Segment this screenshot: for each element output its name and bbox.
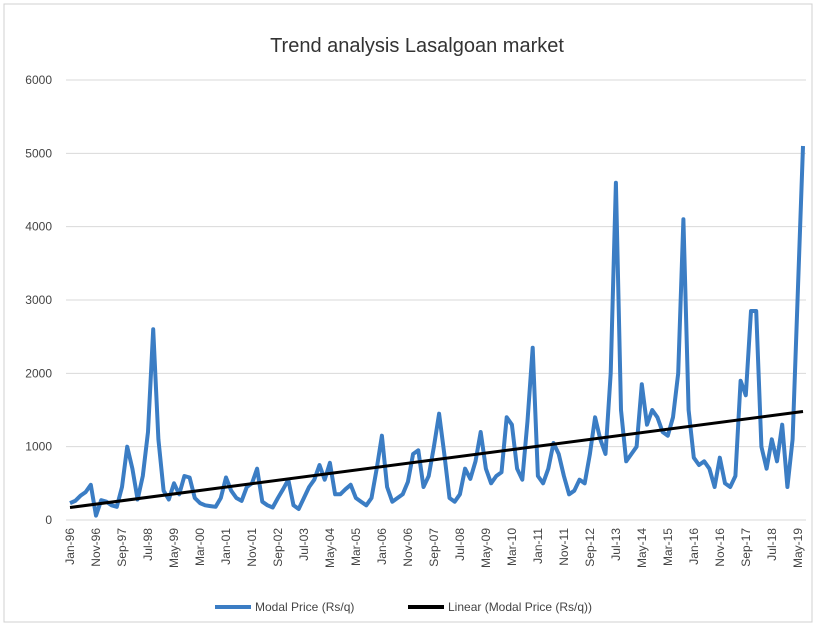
x-tick-label: May-99	[167, 528, 181, 568]
x-tick-label: May-09	[479, 528, 493, 568]
x-tick-label: Jul-18	[765, 528, 779, 561]
x-tick-label: Jan-96	[63, 528, 77, 565]
x-tick-label: Sep-12	[583, 528, 597, 567]
x-tick-label: May-14	[635, 528, 649, 568]
y-tick-label: 6000	[25, 73, 52, 87]
x-tick-label: Jan-16	[687, 528, 701, 565]
x-tick-label: Jan-11	[531, 528, 545, 564]
x-tick-label: Jul-08	[453, 528, 467, 561]
x-tick-label: Nov-11	[557, 528, 571, 566]
x-tick-label: Sep-07	[427, 528, 441, 567]
y-tick-label: 4000	[25, 220, 52, 234]
x-tick-label: Nov-06	[401, 528, 415, 567]
x-tick-label: Nov-01	[245, 528, 259, 567]
chart-frame	[3, 3, 813, 623]
legend-label: Linear (Modal Price (Rs/q))	[448, 600, 592, 614]
y-tick-label: 0	[45, 513, 52, 527]
chart-title: Trend analysis Lasalgoan market	[270, 35, 564, 57]
x-tick-label: Jul-03	[297, 528, 311, 561]
x-tick-label: Mar-05	[349, 528, 363, 566]
y-tick-label: 1000	[25, 440, 52, 454]
x-tick-label: Jan-06	[375, 528, 389, 565]
y-tick-label: 2000	[25, 366, 52, 380]
x-tick-label: Sep-02	[271, 528, 285, 567]
legend-label: Modal Price (Rs/q)	[255, 600, 354, 614]
x-tick-label: Sep-97	[115, 528, 129, 567]
y-tick-label: 3000	[25, 293, 52, 307]
x-tick-label: Sep-17	[739, 528, 753, 567]
x-tick-label: Nov-16	[713, 528, 727, 567]
x-tick-label: Jul-98	[141, 528, 155, 561]
trend-line	[69, 409, 804, 510]
x-tick-label: Mar-00	[193, 528, 207, 566]
data-line	[69, 145, 805, 518]
x-tick-label: May-19	[791, 528, 805, 568]
x-tick-label: Mar-10	[505, 528, 519, 566]
x-tick-label: Nov-96	[89, 528, 103, 567]
x-tick-label: Mar-15	[661, 528, 675, 566]
x-tick-label: Jul-13	[609, 528, 623, 561]
y-tick-label: 5000	[25, 146, 52, 160]
x-tick-label: May-04	[323, 528, 337, 568]
x-tick-label: Jan-01	[219, 528, 233, 565]
